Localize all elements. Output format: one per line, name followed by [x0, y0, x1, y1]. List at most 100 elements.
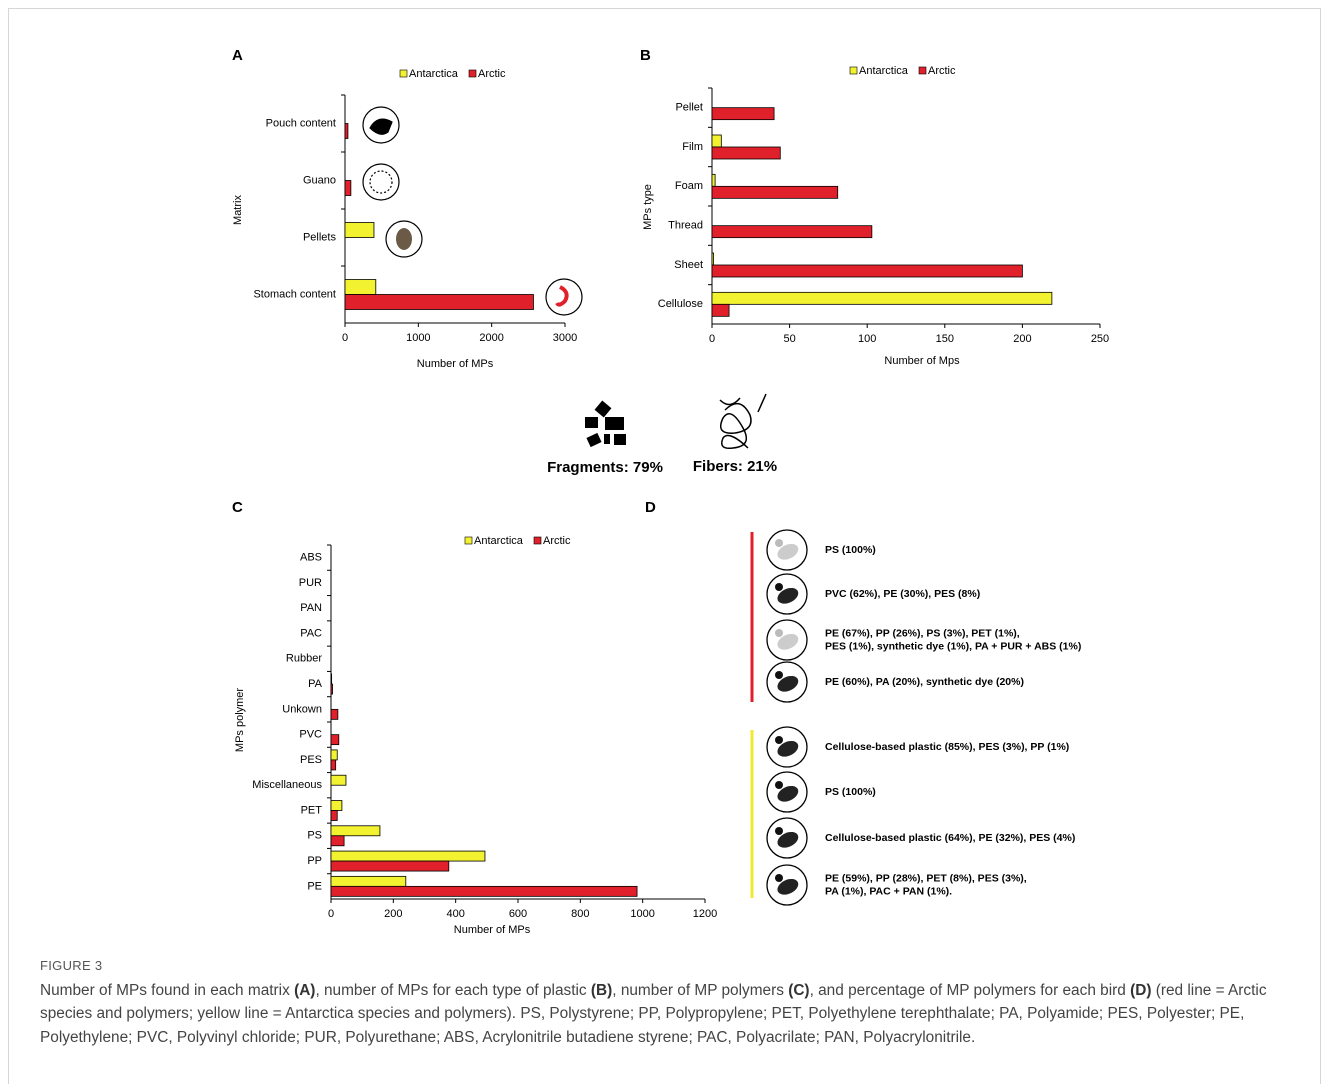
bar — [331, 735, 339, 745]
x-axis-label: Number of Mps — [884, 355, 960, 367]
bar — [331, 750, 337, 760]
bar — [331, 684, 333, 694]
y-tick-label: Sheet — [674, 259, 703, 271]
legend-label: Antarctica — [474, 535, 524, 547]
y-tick-label: PET — [301, 804, 323, 816]
bird-icon — [775, 629, 783, 637]
caption-text: (B) — [591, 982, 612, 999]
caption-text: Number of MPs found in each matrix — [40, 982, 294, 999]
legend-swatch — [469, 70, 476, 77]
bird-polymers: PA (1%), PAC + PAN (1%). — [825, 885, 952, 897]
y-axis-label: MPs type — [642, 184, 654, 230]
caption-text: (A) — [294, 982, 315, 999]
bar — [345, 223, 374, 238]
bar — [712, 226, 872, 238]
legend-label: Arctic — [543, 535, 571, 547]
caption-text: , and percentage of MP polymers for each… — [810, 982, 1131, 999]
legend-swatch — [534, 537, 541, 544]
bar — [331, 775, 346, 785]
bar — [345, 181, 351, 196]
caption: Number of MPs found in each matrix (A), … — [40, 979, 1302, 1049]
legend-label: Antarctica — [859, 65, 909, 77]
y-tick-label: Foam — [675, 180, 703, 192]
legend-label: Arctic — [478, 68, 506, 80]
bar — [331, 674, 332, 684]
caption-label: FIGURE 3 — [40, 958, 102, 973]
bird-icon — [775, 736, 783, 744]
bar — [345, 295, 533, 310]
y-axis-label: Matrix — [232, 195, 244, 225]
panel-label: C — [232, 499, 243, 516]
fragments-label: Fragments: 79% — [547, 459, 663, 476]
caption-text: , number of MPs for each type of plastic — [315, 982, 590, 999]
bird-polymers: PE (60%), PA (20%), synthetic dye (20%) — [825, 676, 1024, 688]
x-tick-label: 100 — [858, 333, 876, 345]
bar — [331, 876, 406, 886]
bird-polymers: PS (100%) — [825, 544, 876, 556]
legend-swatch — [400, 70, 407, 77]
y-axis-label: MPs polymer — [234, 688, 246, 753]
bar — [712, 108, 774, 120]
bird-polymers: PS (100%) — [825, 786, 876, 798]
x-tick-label: 1200 — [693, 908, 717, 920]
x-axis-label: Number of MPs — [417, 358, 494, 370]
bar — [345, 124, 348, 139]
x-tick-label: 600 — [509, 908, 527, 920]
x-tick-label: 0 — [342, 332, 348, 344]
bar — [712, 147, 780, 159]
x-tick-label: 3000 — [553, 332, 577, 344]
y-tick-label: Miscellaneous — [252, 779, 322, 791]
bar — [345, 280, 376, 295]
bar — [331, 851, 485, 861]
bar — [712, 265, 1022, 277]
bird-icon — [775, 671, 783, 679]
x-tick-label: 0 — [709, 333, 715, 345]
y-tick-label: Film — [682, 141, 703, 153]
bar — [331, 861, 449, 871]
y-tick-label: Rubber — [286, 653, 322, 665]
bar — [331, 709, 338, 719]
bar — [331, 760, 336, 770]
y-tick-label: PUR — [299, 577, 322, 589]
bird-icon — [775, 827, 783, 835]
y-tick-label: PES — [300, 754, 322, 766]
bar — [712, 186, 838, 198]
fibers-label: Fibers: 21% — [693, 458, 777, 475]
caption-text: (D) — [1130, 982, 1151, 999]
bird-polymers: PES (1%), synthetic dye (1%), PA + PUR +… — [825, 640, 1081, 652]
y-tick-label: PE — [307, 880, 322, 892]
bar — [331, 811, 337, 821]
x-tick-label: 250 — [1091, 333, 1109, 345]
x-tick-label: 200 — [384, 908, 402, 920]
bird-icon — [775, 539, 783, 547]
y-tick-label: PAN — [300, 602, 322, 614]
legend-swatch — [465, 537, 472, 544]
y-tick-label: PA — [308, 678, 323, 690]
x-tick-label: 800 — [571, 908, 589, 920]
bar — [331, 826, 380, 836]
bird-icon — [775, 583, 783, 591]
x-tick-label: 0 — [328, 908, 334, 920]
caption-text: (C) — [788, 982, 809, 999]
bird-polymers: PVC (62%), PE (30%), PES (8%) — [825, 588, 980, 600]
bird-icon — [775, 781, 783, 789]
x-tick-label: 200 — [1013, 333, 1031, 345]
legend-label: Arctic — [928, 65, 956, 77]
x-tick-label: 1000 — [406, 332, 430, 344]
y-tick-label: Thread — [668, 220, 703, 232]
y-tick-label: Stomach content — [253, 288, 336, 300]
bar — [712, 304, 729, 316]
bird-polymers: Cellulose-based plastic (64%), PE (32%),… — [825, 832, 1075, 844]
legend-swatch — [850, 67, 857, 74]
panel-label: A — [232, 47, 243, 64]
legend-label: Antarctica — [409, 68, 459, 80]
bar — [331, 836, 344, 846]
icons-a — [363, 107, 582, 315]
y-tick-label: PAC — [300, 627, 322, 639]
x-tick-label: 1000 — [630, 908, 654, 920]
fibers-icon — [720, 394, 766, 448]
bar — [331, 886, 637, 896]
y-tick-label: PVC — [299, 729, 322, 741]
x-tick-label: 50 — [783, 333, 795, 345]
y-tick-label: Pellet — [675, 102, 703, 114]
